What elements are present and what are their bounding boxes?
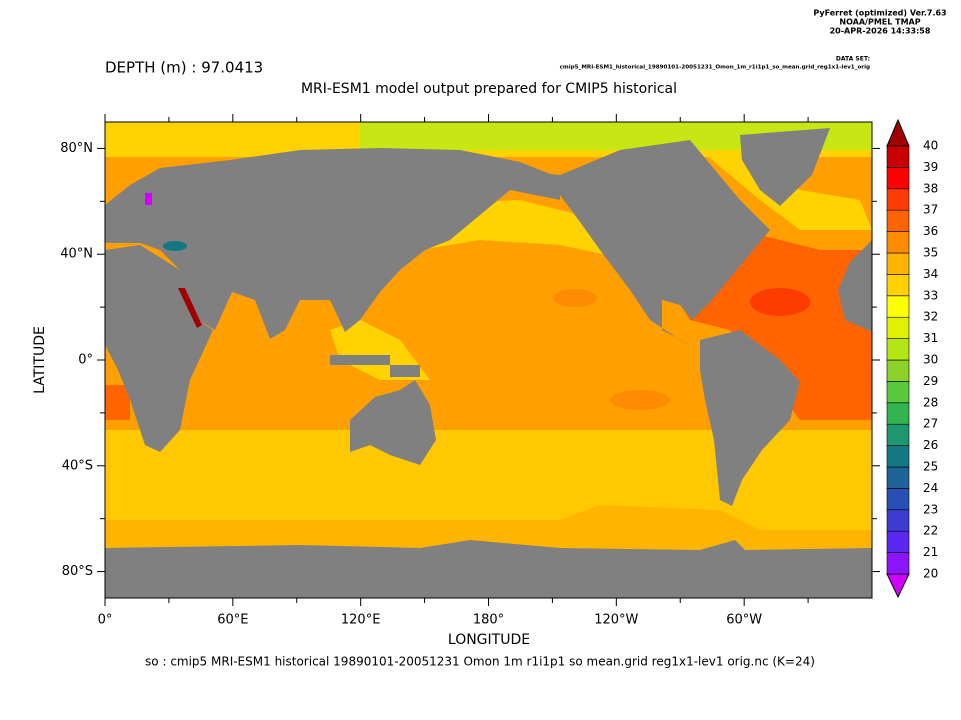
colorbar-label: 24 bbox=[923, 481, 938, 495]
colorbar-label: 28 bbox=[923, 395, 938, 409]
sea bbox=[610, 390, 670, 410]
colorbar-label: 30 bbox=[923, 353, 938, 367]
software-line: NOAA/PMEL TMAP bbox=[839, 18, 920, 27]
colorbar-label: 31 bbox=[923, 331, 938, 345]
colorbar-band bbox=[886, 552, 910, 575]
colorbar-label: 29 bbox=[923, 374, 938, 388]
colorbar-under bbox=[886, 573, 910, 599]
colorbar-band bbox=[886, 145, 910, 168]
colorbar-band bbox=[886, 423, 910, 446]
colorbar: 20 21 22 23 24 25 26 27 28 29 30 31 32 33 34 35 36 37 38 39… bbox=[886, 118, 938, 599]
sea bbox=[163, 241, 187, 251]
y-axis-label: LATITUDE bbox=[32, 326, 48, 394]
title: MRI-ESM1 model output prepared for CMIP5… bbox=[301, 81, 677, 97]
x-tick-label: 180° bbox=[473, 613, 504, 628]
land bbox=[350, 380, 436, 465]
colorbar-label: 35 bbox=[923, 246, 938, 260]
land bbox=[515, 140, 770, 345]
colorbar-band bbox=[886, 167, 910, 190]
software-line: PyFerret (optimized) Ver.7.63 bbox=[813, 9, 946, 18]
y-tick-label: 0° bbox=[78, 353, 93, 368]
dataset-name: cmip5_MRI-ESM1_historical_19890101-20051… bbox=[560, 65, 870, 71]
x-tick-label: 120°E bbox=[341, 613, 381, 628]
colorbar-band bbox=[886, 209, 910, 232]
colorbar-label: 25 bbox=[923, 460, 938, 474]
sea bbox=[178, 288, 202, 328]
y-tick-label: 40°N bbox=[60, 247, 93, 262]
colorbar-band bbox=[886, 445, 910, 468]
colorbar-label: 23 bbox=[923, 502, 938, 516]
sea bbox=[750, 288, 810, 316]
colorbar-band bbox=[886, 359, 910, 382]
colorbar-label: 36 bbox=[923, 224, 938, 238]
x-tick-label: 60°E bbox=[217, 613, 248, 628]
colorbar-band bbox=[886, 530, 910, 553]
land bbox=[838, 240, 872, 332]
x-tick-label: 0° bbox=[98, 613, 113, 628]
sea bbox=[105, 385, 130, 420]
colorbar-label: 22 bbox=[923, 524, 938, 538]
footer: so : cmip5 MRI-ESM1 historical 19890101-… bbox=[145, 655, 815, 669]
colorbar-label: 39 bbox=[923, 160, 938, 174]
colorbar-label: 21 bbox=[923, 545, 938, 559]
map bbox=[104, 121, 873, 599]
colorbar-label: 20 bbox=[923, 567, 938, 581]
axes: 0° 60°E 120°E 180° 120°W 60°W 80°N 40°N 0° 40°S 80… bbox=[60, 114, 880, 628]
colorbar-band bbox=[886, 316, 910, 339]
dataset-caption: DATA SET: bbox=[836, 56, 870, 63]
depth-label: DEPTH (m) : 97.0413 bbox=[105, 59, 263, 77]
sea bbox=[145, 193, 152, 205]
colorbar-band bbox=[886, 252, 910, 275]
y-tick-label: 80°N bbox=[60, 141, 93, 156]
colorbar-label: 27 bbox=[923, 417, 938, 431]
colorbar-label: 38 bbox=[923, 181, 938, 195]
colorbar-band bbox=[886, 509, 910, 532]
land bbox=[330, 355, 390, 365]
colorbar-label: 37 bbox=[923, 203, 938, 217]
colorbar-label: 34 bbox=[923, 267, 938, 281]
y-tick-label: 80°S bbox=[62, 564, 93, 579]
colorbar-band bbox=[886, 188, 910, 211]
colorbar-band bbox=[886, 231, 910, 254]
colorbar-band bbox=[886, 295, 910, 318]
colorbar-band bbox=[886, 381, 910, 404]
colorbar-label: 32 bbox=[923, 310, 938, 324]
colorbar-band bbox=[886, 488, 910, 511]
x-tick-label: 120°W bbox=[594, 613, 638, 628]
land bbox=[105, 540, 872, 598]
colorbar-label: 26 bbox=[923, 438, 938, 452]
land bbox=[740, 128, 830, 206]
colorbar-band bbox=[886, 466, 910, 489]
software-line: 20-APR-2026 14:33:58 bbox=[830, 27, 931, 36]
land bbox=[390, 365, 420, 377]
colorbar-label: 33 bbox=[923, 288, 938, 302]
colorbar-over bbox=[886, 118, 910, 147]
y-tick-label: 40°S bbox=[62, 458, 93, 473]
land bbox=[105, 148, 560, 339]
x-tick-label: 60°W bbox=[726, 613, 762, 628]
sea bbox=[553, 289, 597, 307]
land bbox=[700, 330, 800, 506]
colorbar-band bbox=[886, 274, 910, 297]
colorbar-label: 40 bbox=[923, 139, 938, 153]
colorbar-band bbox=[886, 402, 910, 425]
x-axis-label: LONGITUDE bbox=[448, 632, 530, 648]
colorbar-band bbox=[886, 338, 910, 361]
